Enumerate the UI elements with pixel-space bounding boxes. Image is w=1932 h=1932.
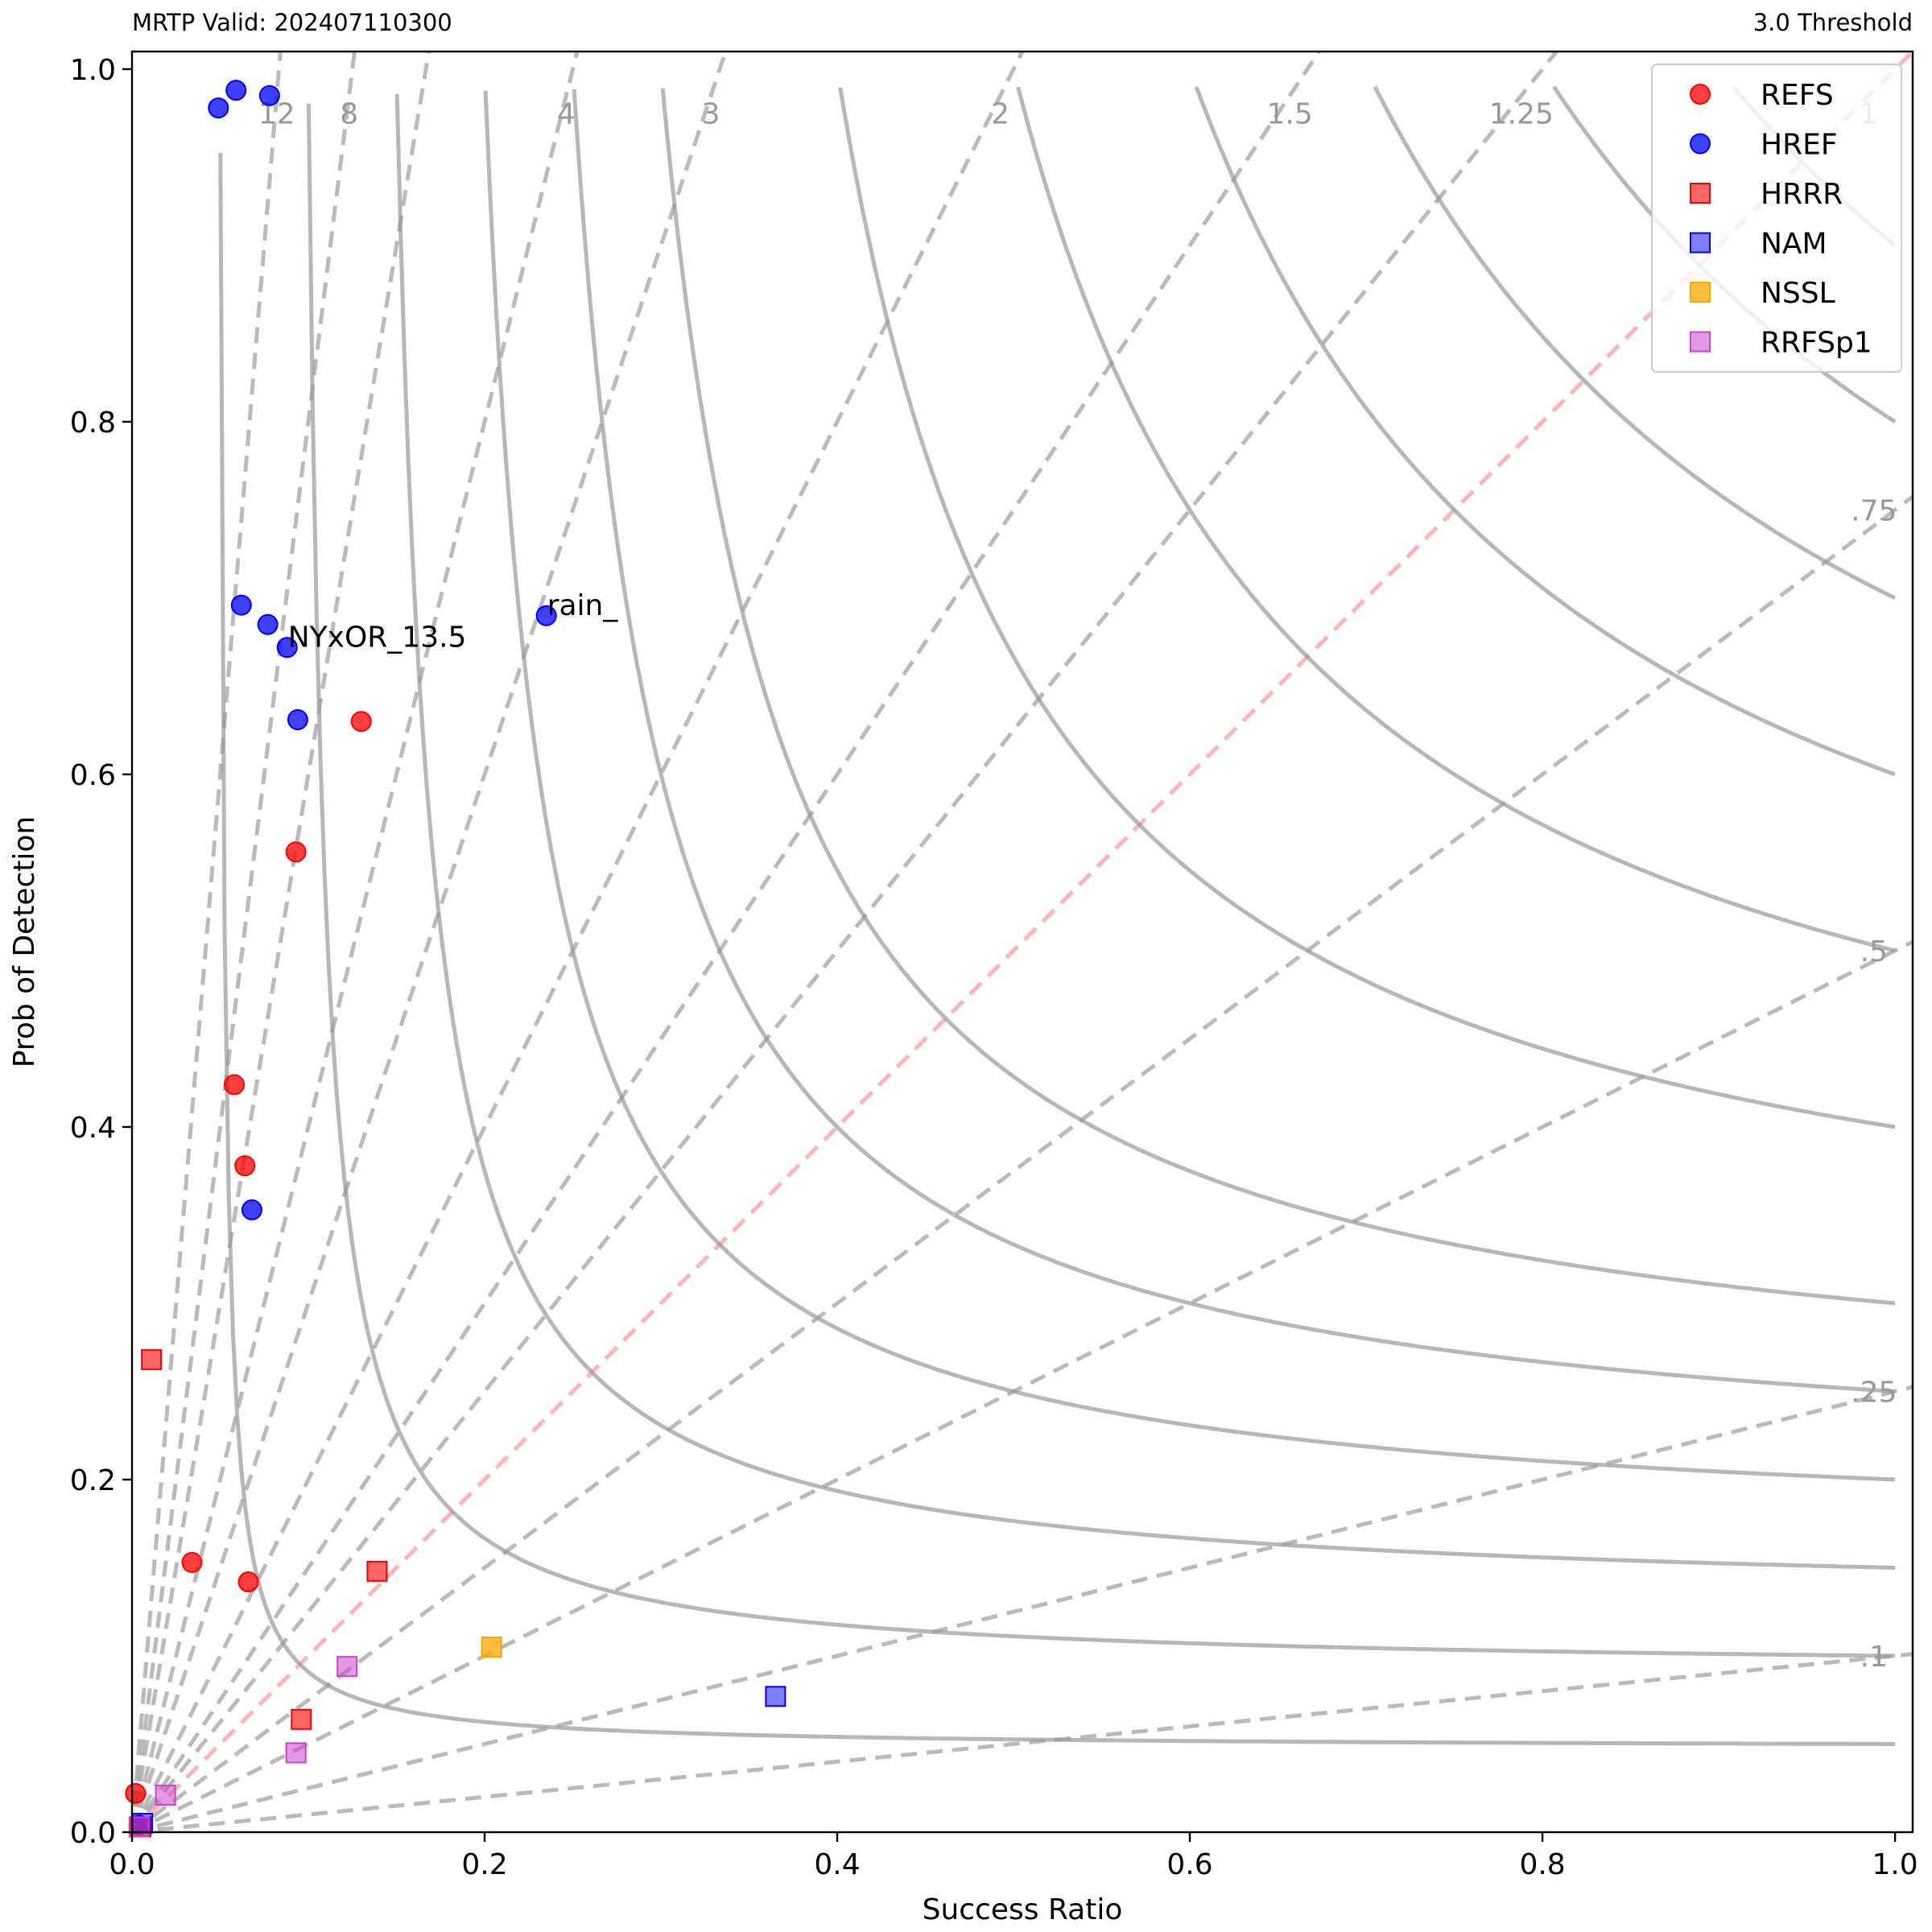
bias-label: .5 [1860, 935, 1888, 968]
marker-href [258, 85, 280, 106]
bias-line [132, 1652, 1913, 1832]
legend-label-rrfsp1: RRFSp1 [1761, 327, 1872, 360]
legend-label-hrrr: HRRR [1761, 178, 1843, 211]
bias-line [132, 52, 580, 1832]
point-annotation: rain_ [547, 589, 619, 622]
legend-label-nam: NAM [1761, 228, 1827, 261]
y-tick-label: 0.6 [70, 759, 116, 792]
bias-line [132, 52, 1025, 1832]
marker-hrrr [366, 1560, 388, 1582]
bias-line [132, 52, 1321, 1832]
x-tick-label: 1.0 [1872, 1848, 1918, 1881]
marker-href [208, 97, 229, 119]
point-annotation: NYxOR_13.5 [288, 621, 467, 654]
bias-line [132, 52, 431, 1832]
marker-href [241, 1199, 262, 1220]
csi-curve [1194, 86, 1896, 777]
y-tick-label: 0.4 [70, 1112, 116, 1145]
y-tick-label: 0.0 [70, 1817, 116, 1850]
marker-rrfsp1 [155, 1785, 176, 1806]
legend-marker-refs [1690, 84, 1711, 105]
legend: REFS HREF HRRR NAM NSSL RRFSp1 [1651, 64, 1902, 373]
bias-label: .1 [1860, 1641, 1888, 1674]
marker-nam [765, 1686, 786, 1707]
x-tick-label: 0.6 [1166, 1848, 1212, 1881]
marker-rrfsp1 [285, 1742, 307, 1764]
point-annotations: NYxOR_13.5 rain_ [288, 589, 619, 654]
x-axis-label: Success Ratio [923, 1893, 1123, 1926]
marker-refs [237, 1571, 259, 1593]
csi-curve [1373, 85, 1897, 601]
csi-curve [483, 90, 1896, 1482]
x-tick-label: 0.4 [814, 1848, 860, 1881]
marker-href [257, 613, 279, 635]
csi-curve [306, 103, 1896, 1658]
bias-label: 4 [557, 98, 576, 131]
legend-label-href: HREF [1761, 129, 1838, 162]
bias-label: 2 [991, 98, 1009, 131]
marker-href [535, 605, 557, 626]
csi-curve [394, 93, 1896, 1570]
y-tick-label: 0.8 [70, 407, 116, 440]
bias-label: .25 [1851, 1376, 1897, 1409]
bias-line [132, 52, 357, 1832]
legend-marker-hrrr [1690, 183, 1711, 204]
legend-marker-rrfsp1 [1690, 331, 1711, 353]
header-valid-time: MRTP Valid: 202407110300 [132, 9, 452, 36]
csi-curves [218, 85, 1897, 1746]
csi-curve [838, 87, 1896, 1129]
bias-line [132, 52, 728, 1832]
csi-curve [660, 88, 1896, 1306]
marker-refs [224, 1074, 246, 1096]
y-axis-ticks: 0.0 0.2 0.4 0.6 0.8 1.0 [70, 54, 132, 1850]
csi-curve [572, 89, 1896, 1393]
legend-label-nssl: NSSL [1761, 277, 1835, 310]
bias-label: 8 [340, 98, 358, 131]
bias-line [132, 52, 1558, 1832]
bias-label: 3 [702, 98, 720, 131]
marker-href [225, 80, 247, 101]
bias-label: 1.25 [1489, 98, 1554, 131]
bias-label: .75 [1851, 494, 1897, 527]
marker-nssl [481, 1637, 502, 1658]
x-tick-label: 0.8 [1519, 1848, 1565, 1881]
y-tick-label: 1.0 [70, 54, 116, 87]
marker-href [276, 637, 298, 658]
marker-href [230, 594, 252, 616]
legend-marker-nam [1690, 232, 1711, 254]
bias-line [132, 52, 1913, 1832]
marker-refs [285, 841, 307, 863]
x-tick-label: 0.0 [109, 1848, 155, 1881]
marker-rrfsp1 [336, 1656, 358, 1678]
marker-refs [125, 1782, 147, 1804]
marker-refs [181, 1551, 203, 1573]
header-threshold: 3.0 Threshold [1753, 9, 1913, 36]
plot-frame [130, 50, 1914, 1834]
csi-curve [218, 152, 1896, 1746]
marker-refs [234, 1155, 256, 1177]
bias-label: 1.5 [1267, 98, 1313, 131]
y-axis-label: Prob of Detection [8, 816, 41, 1067]
x-axis-ticks: 0.0 0.2 0.4 0.6 0.8 1.0 [109, 1832, 1918, 1881]
legend-box [1651, 64, 1902, 373]
legend-label-refs: REFS [1761, 79, 1834, 112]
marker-refs [350, 711, 372, 733]
marker-hrrr [291, 1708, 312, 1730]
bias-line [132, 493, 1913, 1832]
marker-href [287, 709, 308, 731]
x-tick-label: 0.2 [461, 1848, 507, 1881]
legend-marker-nssl [1690, 282, 1711, 303]
csi-curve [1016, 86, 1896, 953]
legend-marker-href [1690, 133, 1711, 155]
marker-hrrr [141, 1349, 163, 1371]
bias-line [132, 52, 283, 1832]
y-tick-label: 0.2 [70, 1464, 116, 1497]
